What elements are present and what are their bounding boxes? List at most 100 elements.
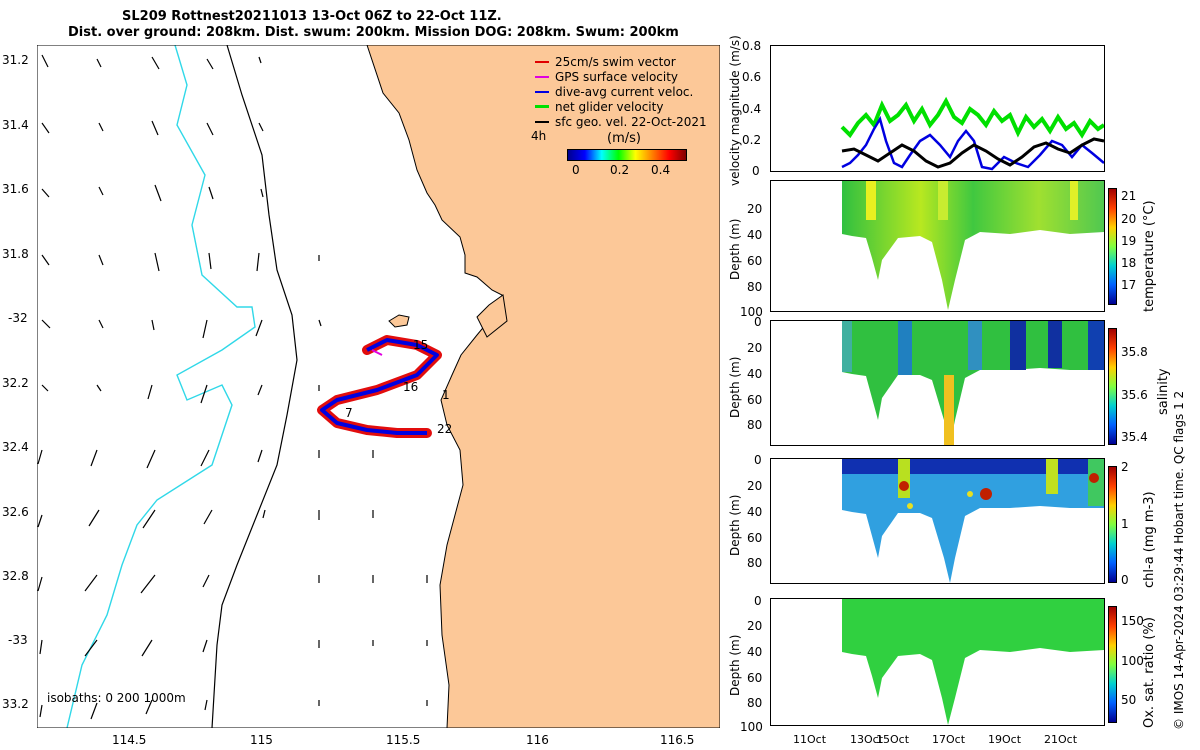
legend-arrow-geo-icon xyxy=(535,121,549,123)
chla-ytick: 20 xyxy=(747,479,763,493)
isobaths-label: isobaths: 0 200 1000m xyxy=(47,691,186,705)
chla-cbar-label: chl-a (mg m-3) xyxy=(1142,491,1157,588)
chla-ytick: 0 xyxy=(754,453,762,467)
day-label-16: 16 xyxy=(403,380,418,394)
ox-ytick: 60 xyxy=(747,671,763,685)
velocity-panel xyxy=(770,45,1105,172)
sal-ylabel: Depth (m) xyxy=(728,356,742,418)
temp-cbar-tick: 19 xyxy=(1121,234,1137,248)
velocity-ytick: 0.4 xyxy=(742,102,762,116)
salinity-panel xyxy=(770,320,1105,446)
chla-ylabel: Depth (m) xyxy=(728,494,742,556)
ox-ytick: 80 xyxy=(747,696,763,710)
chla-ytick: 40 xyxy=(747,505,763,519)
lon-label: 115.5 xyxy=(386,733,421,747)
chla-panel xyxy=(770,458,1105,584)
chla-colorbar xyxy=(1108,466,1117,583)
temp-cbar-label: temperature (°C) xyxy=(1142,200,1157,312)
sal-ytick: 20 xyxy=(747,341,763,355)
garden-island xyxy=(476,294,508,338)
temp-cbar-tick: 21 xyxy=(1121,189,1137,203)
lat-label: 31.8 xyxy=(2,247,29,261)
temp-ytick: 40 xyxy=(747,228,763,242)
sal-ytick: 60 xyxy=(747,393,763,407)
lat-label: 31.6 xyxy=(2,182,29,196)
chla-cbar-tick: 0 xyxy=(1121,573,1129,587)
temp-ytick: 100 xyxy=(740,305,763,319)
lat-label: 32.8 xyxy=(2,569,29,583)
land-area xyxy=(367,45,720,728)
sal-ytick: 0 xyxy=(754,315,762,329)
sal-cbar-tick: 35.6 xyxy=(1121,388,1148,402)
time-xtick: 15Oct xyxy=(876,733,910,746)
legend-sfc-geo-vel: sfc geo. vel. 22-Oct-2021 xyxy=(555,115,707,129)
lon-label: 114.5 xyxy=(112,733,147,747)
velocity-ytick: 0.6 xyxy=(742,70,762,84)
temperature-colorbar xyxy=(1108,188,1117,305)
legend-arrow-net-icon xyxy=(535,105,549,108)
legend-dive-avg-current: dive-avg current veloc. xyxy=(555,85,694,99)
ox-ytick: 40 xyxy=(747,645,763,659)
lon-label: 116.5 xyxy=(660,733,695,747)
sal-cbar-tick: 35.4 xyxy=(1121,430,1148,444)
temp-ylabel: Depth (m) xyxy=(728,218,742,280)
legend-gps-velocity: GPS surface velocity xyxy=(555,70,679,84)
chla-cbar-tick: 1 xyxy=(1121,517,1129,531)
lon-label: 116 xyxy=(526,733,549,747)
day-label-7: 7 xyxy=(345,406,353,420)
day-label-22: 22 xyxy=(437,422,452,436)
ox-cbar-tick: 150 xyxy=(1121,614,1144,628)
lat-label: -32 xyxy=(8,311,28,325)
legend-arrow-gps-icon xyxy=(535,76,549,78)
time-xtick: 11Oct xyxy=(793,733,827,746)
chla-cbar-tick: 2 xyxy=(1121,460,1129,474)
speed-colorbar xyxy=(567,149,687,161)
temperature-panel xyxy=(770,180,1105,312)
lat-label: 31.4 xyxy=(2,118,29,132)
sal-ytick: 80 xyxy=(747,418,763,432)
sal-cbar-label: salinity xyxy=(1156,368,1171,415)
lat-label: 33.2 xyxy=(2,697,29,711)
imos-credit: © IMOS 14-Apr-2024 03:29:44 Hobart time.… xyxy=(1172,390,1186,730)
colorbar-tick-0.4: 0.4 xyxy=(651,163,671,177)
chla-ytick: 60 xyxy=(747,531,763,545)
colorbar-unit: (m/s) xyxy=(607,131,641,146)
sal-cbar-tick: 35.8 xyxy=(1121,345,1148,359)
velocity-ylabel: velocity magnitude (m/s) xyxy=(728,35,742,186)
ox-cbar-label: Ox. sat. ratio (%) xyxy=(1142,617,1157,728)
chla-ytick: 80 xyxy=(747,556,763,570)
temp-cbar-tick: 20 xyxy=(1121,212,1137,226)
time-xtick: 17Oct xyxy=(932,733,966,746)
oxygen-panel xyxy=(770,598,1105,726)
velocity-ytick: 0 xyxy=(752,164,760,178)
surface-velocity-arrows xyxy=(37,54,428,720)
time-xtick: 21Oct xyxy=(1044,733,1078,746)
lat-label: 32.6 xyxy=(2,505,29,519)
velocity-ytick: 0.2 xyxy=(742,133,762,147)
lat-label: 32.4 xyxy=(2,440,29,454)
rottnest-island xyxy=(388,314,410,328)
temp-ytick: 20 xyxy=(747,202,763,216)
temp-ytick: 60 xyxy=(747,254,763,268)
legend-swim-vector: 25cm/s swim vector xyxy=(555,55,676,69)
ox-cbar-tick: 100 xyxy=(1121,654,1144,668)
map-panel: 15 16 7 1 22 25cm/s swim vector GPS surf… xyxy=(37,45,720,728)
lat-label: 32.2 xyxy=(2,376,29,390)
isobath-1000 xyxy=(66,45,256,728)
lat-label: -33 xyxy=(8,633,28,647)
day-label-15: 15 xyxy=(413,338,428,352)
salinity-colorbar xyxy=(1108,328,1117,445)
ox-ytick: 100 xyxy=(740,720,763,734)
lon-label: 115 xyxy=(250,733,273,747)
ox-ytick: 20 xyxy=(747,619,763,633)
ox-ylabel: Depth (m) xyxy=(728,634,742,696)
colorbar-tick-0: 0 xyxy=(572,163,580,177)
ox-cbar-tick: 50 xyxy=(1121,693,1137,707)
isobath-200 xyxy=(211,45,298,728)
velocity-ytick: 0.8 xyxy=(742,39,762,53)
sal-ytick: 40 xyxy=(747,367,763,381)
temp-cbar-tick: 17 xyxy=(1121,278,1137,292)
legend-net-glider-velocity: net glider velocity xyxy=(555,100,664,114)
map-legend: 25cm/s swim vector GPS surface velocity … xyxy=(527,55,707,177)
title-line-2: Dist. over ground: 208km. Dist. swum: 20… xyxy=(68,25,679,40)
